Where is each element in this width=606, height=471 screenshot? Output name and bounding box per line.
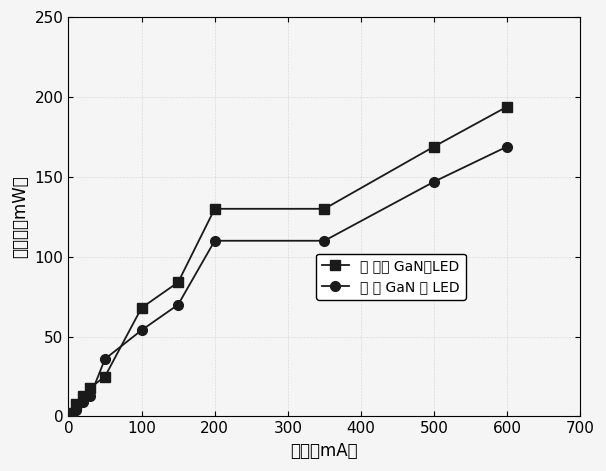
Line: 普 通 GaN 基 LED: 普 通 GaN 基 LED	[67, 142, 512, 420]
普 通 GaN 基 LED	[430, 179, 438, 185]
Legend: 本 发明 GaN埾LED, 普 通 GaN 基 LED: 本 发明 GaN埾LED, 普 通 GaN 基 LED	[316, 254, 465, 300]
普 通 GaN 基 LED	[138, 327, 145, 333]
本 发明 GaN埾LED	[211, 206, 218, 211]
普 通 GaN 基 LED	[87, 393, 94, 398]
本 发明 GaN埾LED	[321, 206, 328, 211]
普 通 GaN 基 LED	[72, 407, 79, 413]
普 通 GaN 基 LED	[504, 144, 511, 149]
本 发明 GaN埾LED	[87, 385, 94, 390]
X-axis label: 电流（mA）: 电流（mA）	[291, 442, 358, 460]
本 发明 GaN埾LED	[504, 104, 511, 109]
普 通 GaN 基 LED	[321, 238, 328, 244]
普 通 GaN 基 LED	[68, 412, 76, 418]
普 通 GaN 基 LED	[79, 399, 87, 405]
本 发明 GaN埾LED	[430, 144, 438, 149]
Y-axis label: 光功率（mW）: 光功率（mW）	[11, 175, 29, 258]
普 通 GaN 基 LED	[211, 238, 218, 244]
本 发明 GaN埾LED	[68, 410, 76, 416]
本 发明 GaN埾LED	[175, 279, 182, 285]
普 通 GaN 基 LED	[175, 302, 182, 308]
本 发明 GaN埾LED	[101, 374, 108, 379]
普 通 GaN 基 LED	[101, 356, 108, 362]
本 发明 GaN埾LED	[72, 401, 79, 406]
Line: 本 发明 GaN埾LED: 本 发明 GaN埾LED	[67, 102, 512, 418]
本 发明 GaN埾LED	[79, 393, 87, 398]
本 发明 GaN埾LED	[138, 305, 145, 311]
